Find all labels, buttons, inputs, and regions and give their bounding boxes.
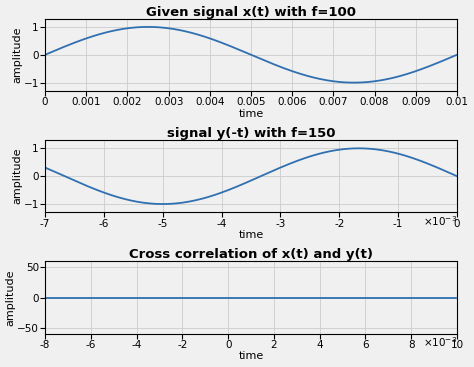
- X-axis label: time: time: [238, 109, 264, 119]
- Y-axis label: amplitude: amplitude: [6, 269, 16, 326]
- X-axis label: time: time: [238, 352, 264, 361]
- X-axis label: time: time: [238, 230, 264, 240]
- Title: Cross correlation of x(t) and y(t): Cross correlation of x(t) and y(t): [129, 248, 373, 261]
- Text: $\times10^{-3}$: $\times10^{-3}$: [423, 335, 457, 349]
- Title: signal y(-t) with f=150: signal y(-t) with f=150: [167, 127, 335, 140]
- Y-axis label: amplitude: amplitude: [12, 26, 22, 83]
- Text: $\times10^{-3}$: $\times10^{-3}$: [423, 214, 457, 228]
- Y-axis label: amplitude: amplitude: [12, 148, 22, 204]
- Title: Given signal x(t) with f=100: Given signal x(t) with f=100: [146, 6, 356, 19]
